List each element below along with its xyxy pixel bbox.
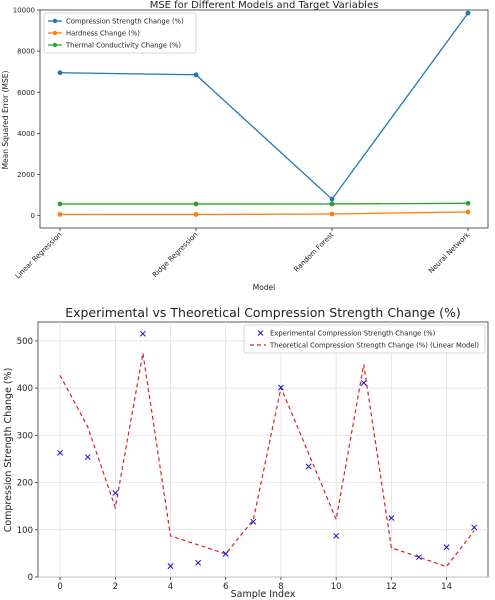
chart1-series-line <box>60 202 469 205</box>
chart2-legend-box <box>243 324 486 354</box>
mse-line-chart: MSE for Different Models and Target Vari… <box>1 0 489 292</box>
chart1-legend-marker <box>52 30 58 36</box>
chart2-experimental-point <box>360 379 367 386</box>
chart2-experimental-point <box>57 449 64 456</box>
chart2-experimental-point <box>112 489 119 496</box>
chart2-experimental-point <box>250 518 257 525</box>
chart2-experimental-point <box>471 524 478 531</box>
chart1-legend-marker <box>52 42 58 48</box>
chart2-x-tick-label: 12 <box>386 582 397 592</box>
chart1-legend-box <box>43 12 197 54</box>
chart2-legend-marker <box>257 330 264 336</box>
chart2-theoretical-line <box>59 353 475 568</box>
chart1-data-point <box>57 70 63 76</box>
chart2-y-tick-label: 200 <box>17 479 33 489</box>
chart2-experimental-point <box>277 384 284 391</box>
chart1-data-point <box>193 212 199 217</box>
chart2-x-axis-label: Sample Index <box>231 589 296 600</box>
chart1-series-line <box>59 12 469 201</box>
chart2-plot-area <box>37 321 489 578</box>
chart2-ticks: 0 2 4 6 8 10 12 14 0 100 200 300 400 500 <box>17 337 452 592</box>
chart1-y-tick-label: 6000 <box>17 89 35 97</box>
chart1-y-tick-label: 4000 <box>17 130 35 138</box>
chart1-legend-label: Hardness Change (%) <box>66 30 140 38</box>
chart2-x-tick-label: 4 <box>168 582 173 592</box>
chart1-data-point <box>193 201 199 207</box>
chart1-y-axis-label: Mean Squared Error (MSE) <box>1 71 10 170</box>
chart1-legend-marker <box>52 18 58 24</box>
experimental-vs-theoretical-chart: Experimental vs Theoretical Compression … <box>3 305 489 600</box>
chart1-legend-label: Thermal Conductivity Change (%) <box>65 42 181 50</box>
chart1-data-point <box>57 201 63 207</box>
chart2-experimental-point <box>84 454 91 461</box>
chart2-y-axis-label: Compression Strength Change (%) <box>3 368 14 533</box>
chart2-y-tick-label: 100 <box>17 526 33 536</box>
chart2-series <box>57 330 478 570</box>
chart2-experimental-point <box>333 532 340 539</box>
chart2-x-tick-label: 6 <box>223 582 228 592</box>
chart2-x-tick-label: 8 <box>278 582 283 592</box>
chart1-x-tick-label: Neural Network <box>427 230 472 275</box>
chart2-experimental-point <box>195 559 202 566</box>
chart1-series-line <box>59 211 469 216</box>
chart2-y-tick-label: 0 <box>28 573 33 583</box>
chart2-x-tick-label: 0 <box>57 582 62 592</box>
chart1-legend: Compression Strength Change (%) Hardness … <box>43 12 197 54</box>
chart1-y-tick-label: 10000 <box>13 7 35 15</box>
chart1-x-tick-label: Ridge Regression <box>151 231 199 279</box>
chart2-y-tick-label: 300 <box>17 431 33 441</box>
chart1-x-tick-label: Random Forest <box>292 231 335 274</box>
chart2-experimental-point <box>305 463 312 470</box>
chart1-legend-label: Compression Strength Change (%) <box>66 18 184 26</box>
chart2-experimental-point <box>222 550 229 557</box>
chart2-x-tick-label: 10 <box>331 582 342 592</box>
chart1-x-axis-label: Model <box>253 283 276 292</box>
chart1-data-point <box>465 200 471 206</box>
chart2-experimental-point <box>167 563 174 570</box>
chart2-legend-label: Experimental Compression Strength Change… <box>270 330 436 338</box>
chart2-legend: Experimental Compression Strength Change… <box>243 324 486 354</box>
chart1-x-tick-label: Linear Regression <box>14 231 64 281</box>
chart2-experimental-point <box>388 515 395 521</box>
chart2-title: Experimental vs Theoretical Compression … <box>65 305 461 320</box>
chart2-x-tick-label: 14 <box>441 582 452 592</box>
chart2-experimental-point <box>443 544 450 551</box>
chart1-y-tick-label: 0 <box>31 212 35 220</box>
chart2-y-tick-label: 400 <box>17 384 33 394</box>
chart1-data-point <box>329 196 335 202</box>
chart2-experimental-point <box>139 330 146 337</box>
chart1-series <box>57 10 471 217</box>
chart2-experimental-point <box>416 554 422 561</box>
chart1-y-tick-label: 2000 <box>17 171 35 179</box>
chart1-data-point <box>329 201 335 207</box>
chart1-data-point <box>465 209 471 215</box>
chart1-title: MSE for Different Models and Target Vari… <box>150 0 379 11</box>
chart2-legend-label: Theoretical Compression Strength Change … <box>269 342 479 350</box>
chart1-data-point <box>329 211 335 217</box>
chart2-y-tick-label: 500 <box>17 337 33 347</box>
chart2-x-tick-label: 2 <box>113 582 118 592</box>
chart1-data-point <box>57 212 63 217</box>
chart1-data-point <box>193 72 199 78</box>
chart1-y-tick-label: 8000 <box>17 48 35 56</box>
chart1-data-point <box>465 10 471 16</box>
